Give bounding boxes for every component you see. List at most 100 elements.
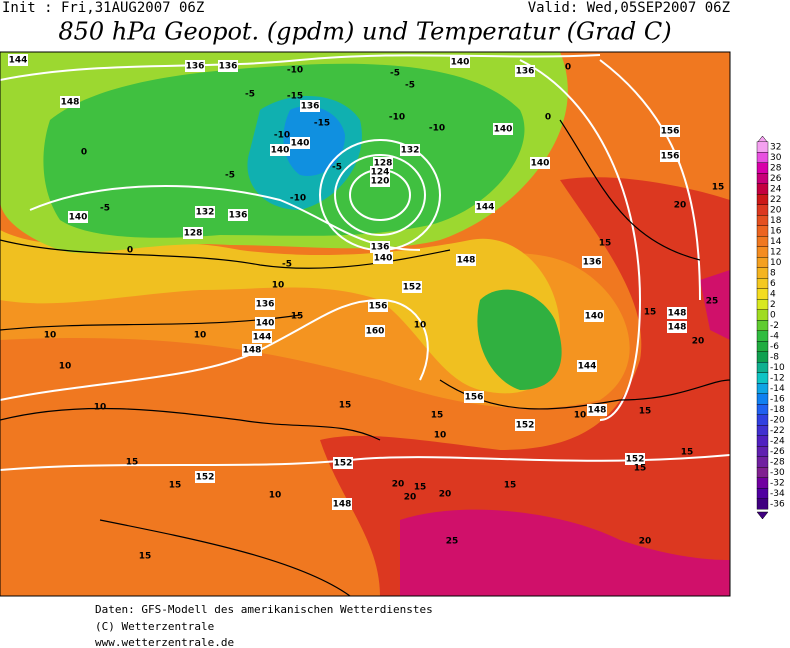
temperature-label: 10 [434, 431, 447, 441]
geopotential-label: 152 [516, 421, 535, 431]
geopotential-label-box [584, 310, 604, 322]
colorbar-label: 10 [770, 258, 782, 268]
colorbar-swatch [756, 278, 769, 289]
colorbar-label: 20 [770, 206, 782, 216]
temperature-label: 10 [59, 362, 72, 372]
geopotential-label: 136 [219, 62, 238, 72]
geopotential-label: 156 [661, 152, 680, 162]
colorbar-label: -36 [770, 500, 785, 510]
geopotential-label: 156 [369, 302, 388, 312]
colorbar-label: -28 [770, 458, 785, 468]
colorbar-swatch [756, 330, 769, 342]
temperature-label: -15 [314, 119, 330, 129]
temperature-label: 15 [339, 401, 352, 411]
geopotential-label-box [218, 60, 238, 72]
colorbar-label: -16 [770, 395, 785, 405]
yellow-band [0, 230, 560, 394]
cold-center [283, 106, 345, 176]
temperature-label: 15 [169, 481, 182, 491]
geopotential-label-box [660, 125, 680, 137]
temperature-label: -10 [287, 66, 303, 76]
colorbar-swatch [756, 288, 769, 300]
temperature-label: 15 [639, 407, 652, 417]
colorbar-swatch [756, 236, 769, 247]
geopotential-label: 152 [626, 455, 645, 465]
colorbar-label: 26 [770, 174, 782, 184]
colorbar-label: -18 [770, 405, 785, 415]
geopotential-label-box [450, 56, 470, 68]
temperature-label: 20 [404, 493, 417, 503]
geopotential-label-box [587, 404, 607, 416]
geopotential-label-box [667, 321, 687, 333]
geopotential-label-box [530, 157, 550, 169]
colorbar-label: 16 [770, 227, 782, 237]
colorbar-swatch [756, 204, 769, 216]
geopotential-label: 124 [371, 168, 390, 178]
temperature-label: -10 [290, 194, 306, 204]
geopotential-label: 148 [333, 500, 352, 510]
geopotential-label: 140 [531, 159, 550, 169]
colorbar-swatch [756, 456, 769, 468]
colorbar-label: 18 [770, 216, 782, 226]
geopotential-label-box [493, 123, 513, 135]
colorbar-swatch [756, 141, 769, 153]
colorbar-label: 30 [770, 153, 782, 163]
temperature-label: 25 [446, 537, 459, 547]
colorbar-swatch [756, 309, 769, 321]
colorbar-swatch [756, 372, 769, 384]
colorbar-swatch [756, 488, 769, 499]
geopotential-label-box [185, 60, 205, 72]
hot-zone [320, 177, 730, 596]
temperature-label: -5 [225, 171, 235, 181]
temperature-label: -10 [389, 113, 405, 123]
green-patch-east [477, 289, 562, 390]
colorbar-label: -20 [770, 416, 785, 426]
temperature-label: 10 [94, 403, 107, 413]
colorbar-label: -22 [770, 426, 785, 436]
geopotential-label: 140 [494, 125, 513, 135]
colorbar-label: -32 [770, 479, 785, 489]
geopotential-label-box [370, 241, 390, 253]
geopotential-label: 128 [374, 159, 393, 169]
colorbar-swatch [756, 246, 769, 258]
colorbar-bottom-arrow [756, 511, 769, 520]
temperature-label: 15 [599, 239, 612, 249]
geopotential-label: 156 [661, 127, 680, 137]
geopotential-label: 160 [366, 327, 385, 337]
colorbar-swatch [756, 225, 769, 237]
colorbar-swatch [756, 404, 769, 415]
temperature-label: 20 [639, 537, 652, 547]
geopotential-label-box [290, 137, 310, 149]
map-area [0, 52, 730, 596]
geopotential-label: 144 [578, 362, 597, 372]
geopotential-label-box [660, 150, 680, 162]
geopotential-label: 148 [243, 346, 262, 356]
colorbar-label: -34 [770, 489, 785, 499]
temperature-label: 15 [126, 458, 139, 468]
geopotential-label: 132 [401, 146, 420, 156]
temperature-label: -10 [274, 131, 290, 141]
map-title: 850 hPa Geopot. (gpdm) und Temperatur (G… [58, 18, 671, 46]
footer-line: Daten: GFS-Modell des amerikanischen Wet… [95, 603, 433, 616]
temperature-label: 15 [634, 464, 647, 474]
geopotential-label: 152 [196, 473, 215, 483]
geopotential-label: 136 [583, 258, 602, 268]
temperature-label: -15 [287, 92, 303, 102]
temperature-label: 25 [706, 297, 719, 307]
colorbar-label: -30 [770, 468, 785, 478]
valid-time: Valid: Wed,05SEP2007 06Z [528, 0, 730, 16]
geopotential-label-box [252, 331, 272, 343]
geopotential-label-box [8, 54, 28, 66]
temperature-label: 15 [504, 481, 517, 491]
temperature-label: -5 [245, 90, 255, 100]
colorbar-label: -12 [770, 374, 785, 384]
very-hot-patch [700, 270, 730, 340]
geopotential-label-box [456, 254, 476, 266]
geopotential-label: 148 [588, 406, 607, 416]
temperature-label: 10 [269, 491, 282, 501]
colorbar-label: 6 [770, 279, 776, 289]
geopotential-label: 136 [186, 62, 205, 72]
footer-line: www.wetterzentrale.de [95, 636, 234, 648]
temperature-label: 0 [127, 246, 133, 256]
geopotential-label-box [332, 498, 352, 510]
